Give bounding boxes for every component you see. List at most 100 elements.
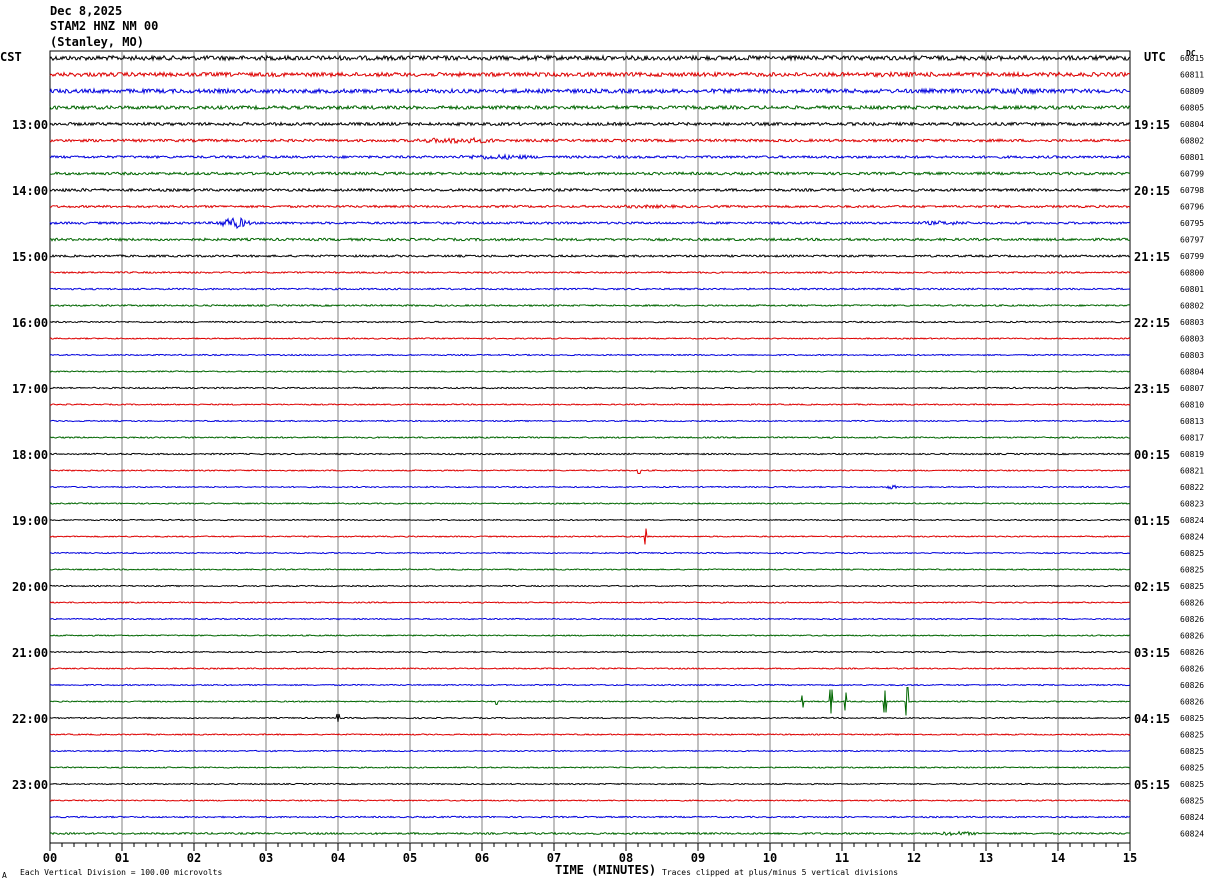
dc-value-label: 60822 bbox=[1180, 483, 1204, 492]
left-hour-label: 17:00 bbox=[12, 382, 48, 396]
dc-value-label: 60804 bbox=[1180, 368, 1204, 377]
trace-row-24 bbox=[49, 452, 1131, 456]
left-hour-label: 22:00 bbox=[12, 712, 48, 726]
x-tick-label: 08 bbox=[619, 851, 633, 865]
x-tick-label: 03 bbox=[259, 851, 273, 865]
dc-value-label: 60826 bbox=[1180, 615, 1204, 624]
trace-row-26 bbox=[49, 484, 1131, 490]
trace-row-17 bbox=[49, 337, 1131, 340]
dc-value-label: 60825 bbox=[1180, 797, 1204, 806]
trace-row-23 bbox=[49, 436, 1131, 439]
x-tick-label: 07 bbox=[547, 851, 561, 865]
trace-row-44 bbox=[49, 782, 1131, 786]
trace-row-6 bbox=[49, 153, 1131, 161]
trace-row-5 bbox=[49, 136, 1131, 145]
plot-date: Dec 8,2025 bbox=[50, 4, 123, 18]
trace-row-0 bbox=[49, 53, 1131, 62]
dc-value-label: 60795 bbox=[1180, 219, 1204, 228]
dc-value-label: 60802 bbox=[1180, 137, 1204, 146]
trace-row-30 bbox=[49, 551, 1131, 555]
trace-row-15 bbox=[49, 303, 1131, 308]
x-tick-label: 15 bbox=[1123, 851, 1137, 865]
dc-value-label: 60803 bbox=[1180, 351, 1204, 360]
trace-row-7 bbox=[49, 170, 1131, 177]
dc-value-label: 60826 bbox=[1180, 648, 1204, 657]
dc-value-label: 60826 bbox=[1180, 599, 1204, 608]
dc-value-label: 60807 bbox=[1180, 384, 1204, 393]
right-hour-label: 03:15 bbox=[1134, 646, 1170, 660]
left-hour-label: 20:00 bbox=[12, 580, 48, 594]
dc-value-label: 60826 bbox=[1180, 681, 1204, 690]
dc-value-label: 60796 bbox=[1180, 203, 1204, 212]
trace-row-41 bbox=[49, 733, 1131, 736]
dc-value-label: 60809 bbox=[1180, 87, 1204, 96]
trace-row-29 bbox=[49, 528, 1131, 545]
left-hour-label: 18:00 bbox=[12, 448, 48, 462]
trace-row-40 bbox=[49, 713, 1131, 723]
x-tick-label: 01 bbox=[115, 851, 129, 865]
trace-row-33 bbox=[49, 601, 1131, 604]
dc-value-label: 60805 bbox=[1180, 104, 1204, 113]
trace-row-11 bbox=[49, 237, 1131, 242]
trace-row-4 bbox=[49, 121, 1131, 127]
dc-value-label: 60825 bbox=[1180, 764, 1204, 773]
trace-row-22 bbox=[49, 419, 1131, 423]
dc-value-label: 60825 bbox=[1180, 747, 1204, 756]
dc-value-label: 60824 bbox=[1180, 830, 1204, 839]
station-code: STAM2 HNZ NM 00 bbox=[50, 19, 159, 33]
dc-value-label: 60819 bbox=[1180, 450, 1204, 459]
dc-value-label: 60825 bbox=[1180, 549, 1204, 558]
dc-value-label: 60826 bbox=[1180, 665, 1204, 674]
right-hour-label: 19:15 bbox=[1134, 118, 1170, 132]
right-hour-label: 23:15 bbox=[1134, 382, 1170, 396]
trace-row-31 bbox=[49, 568, 1131, 571]
right-hour-label: 21:15 bbox=[1134, 250, 1170, 264]
vertical-scale-note: Each Vertical Division = 100.00 microvol… bbox=[20, 868, 223, 877]
trace-row-42 bbox=[49, 749, 1131, 753]
trace-row-13 bbox=[49, 270, 1131, 275]
trace-row-25 bbox=[49, 469, 1131, 474]
trace-row-19 bbox=[49, 370, 1131, 373]
dc-value-label: 60810 bbox=[1180, 401, 1204, 410]
x-tick-label: 06 bbox=[475, 851, 489, 865]
x-axis-title: TIME (MINUTES) bbox=[555, 863, 657, 877]
trace-row-36 bbox=[49, 650, 1131, 654]
dc-value-label: 60826 bbox=[1180, 698, 1204, 707]
dc-value-label: 60823 bbox=[1180, 500, 1204, 509]
dc-value-label: 60825 bbox=[1180, 566, 1204, 575]
x-tick-label: 10 bbox=[763, 851, 777, 865]
x-tick-label: 02 bbox=[187, 851, 201, 865]
dc-value-label: 60821 bbox=[1180, 467, 1204, 476]
dc-value-label: 60824 bbox=[1180, 516, 1204, 525]
x-tick-label: 12 bbox=[907, 851, 921, 865]
trace-row-20 bbox=[49, 386, 1131, 390]
left-hour-label: 21:00 bbox=[12, 646, 48, 660]
trace-row-10 bbox=[49, 217, 1131, 230]
trace-row-21 bbox=[49, 403, 1131, 406]
clip-note: Traces clipped at plus/minus 5 vertical … bbox=[662, 868, 899, 877]
left-hour-label: 23:00 bbox=[12, 778, 48, 792]
plot-frame bbox=[49, 50, 1131, 844]
left-hour-label: 15:00 bbox=[12, 250, 48, 264]
dc-value-label: 60799 bbox=[1180, 170, 1204, 179]
right-timezone-label: UTC bbox=[1144, 50, 1166, 64]
dc-value-label: 60799 bbox=[1180, 252, 1204, 261]
right-hour-label: 05:15 bbox=[1134, 778, 1170, 792]
trace-row-45 bbox=[49, 799, 1131, 802]
right-hour-label: 01:15 bbox=[1134, 514, 1170, 528]
dc-value-label: 60803 bbox=[1180, 335, 1204, 344]
dc-value-label: 60824 bbox=[1180, 533, 1204, 542]
right-hour-label: 20:15 bbox=[1134, 184, 1170, 198]
trace-row-28 bbox=[49, 518, 1131, 522]
left-hour-label: 16:00 bbox=[12, 316, 48, 330]
dc-value-label: 60798 bbox=[1180, 186, 1204, 195]
dc-value-label: 60800 bbox=[1180, 269, 1204, 278]
dc-value-label: 60802 bbox=[1180, 302, 1204, 311]
dc-value-label: 60801 bbox=[1180, 153, 1204, 162]
trace-row-1 bbox=[49, 70, 1131, 79]
trace-row-3 bbox=[49, 104, 1131, 111]
trace-row-27 bbox=[49, 502, 1131, 505]
trace-row-12 bbox=[49, 253, 1131, 259]
trace-row-39 bbox=[49, 687, 1131, 716]
dc-value-label: 60826 bbox=[1180, 632, 1204, 641]
